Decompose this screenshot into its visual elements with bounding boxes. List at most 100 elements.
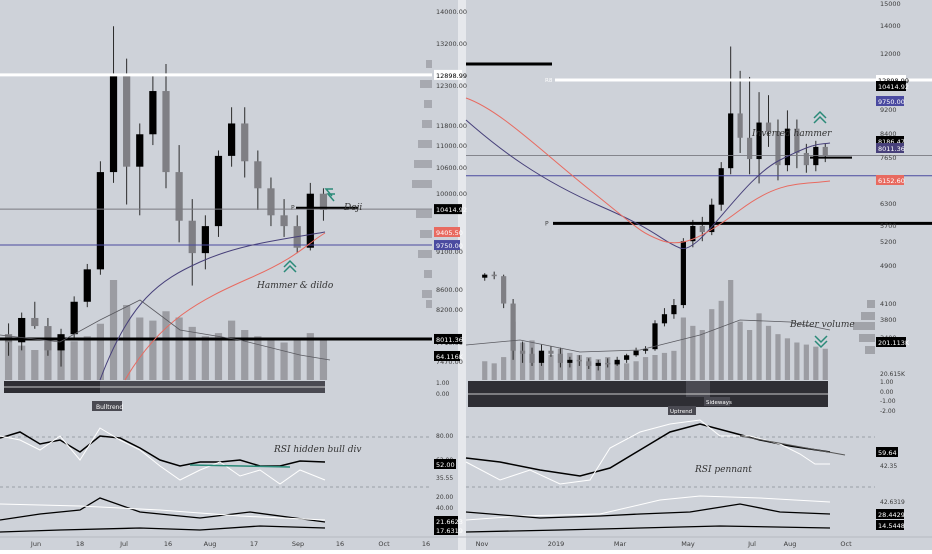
volume-bar bbox=[482, 361, 488, 380]
candle-body bbox=[280, 215, 288, 227]
candle-body bbox=[538, 350, 545, 363]
volume-profile-bar bbox=[416, 210, 432, 218]
candle-body bbox=[680, 241, 686, 306]
volume-bar bbox=[109, 280, 118, 380]
candle-body bbox=[491, 274, 497, 277]
volume-profile-bar bbox=[422, 120, 432, 128]
right-trend-label-sideways: Sideways bbox=[706, 400, 732, 406]
right-support-badge-bg bbox=[876, 96, 904, 106]
candle-body bbox=[136, 134, 144, 167]
left-volume-badge: 64.116K bbox=[436, 353, 464, 361]
left-price-tick: 8200.00 bbox=[436, 306, 463, 314]
candle-body bbox=[567, 359, 573, 363]
better-volume-arrow-icon bbox=[814, 335, 828, 349]
volume-bar bbox=[123, 305, 131, 380]
left-price-tick: 13200.00 bbox=[436, 40, 467, 48]
volume-bar bbox=[241, 330, 249, 380]
volume-profile-bar bbox=[424, 270, 432, 278]
left-x-tick: Aug bbox=[204, 540, 217, 548]
right-trend-label-bg bbox=[704, 397, 730, 406]
right-price-tick: 4900 bbox=[880, 262, 897, 270]
pivot-mark: P bbox=[291, 205, 295, 212]
right-trend-tick: 0.00 bbox=[880, 389, 894, 396]
left-price-tick: 7470.00 bbox=[436, 358, 463, 366]
candle-body bbox=[83, 269, 91, 302]
left-rsi-badge-bg bbox=[434, 459, 456, 469]
volume-bar bbox=[690, 325, 696, 380]
right-trend-label-uptrend: Uptrend bbox=[670, 409, 692, 415]
candle-body bbox=[718, 168, 724, 205]
candle-body bbox=[306, 193, 314, 248]
candle-body bbox=[175, 172, 183, 221]
candle-body bbox=[728, 113, 734, 169]
right-volume-profile-bar bbox=[861, 312, 875, 320]
volume-bar bbox=[775, 334, 781, 380]
candle-body bbox=[227, 123, 236, 156]
left-price-tick: 10600.00 bbox=[436, 164, 467, 172]
candle-body bbox=[519, 350, 526, 354]
right-ma-fast bbox=[465, 119, 831, 249]
better-volume-annotation: Better volume bbox=[789, 320, 855, 330]
right-trend-tick: 1.00 bbox=[880, 379, 894, 386]
volume-bar bbox=[149, 320, 157, 380]
right-last-badge-bg bbox=[876, 81, 906, 91]
volume-bar bbox=[671, 350, 677, 380]
volume-bar bbox=[784, 338, 791, 380]
right-pivot-badge: 8186.47 bbox=[878, 138, 905, 146]
left-x-tick: Jul bbox=[119, 540, 128, 548]
left-x-tick: 17 bbox=[250, 540, 258, 548]
hammer-arrow-icon bbox=[283, 259, 297, 273]
doji-annotation: Doji bbox=[343, 203, 362, 213]
volume-profile-bar bbox=[414, 160, 432, 168]
volume-bar bbox=[501, 357, 507, 380]
right-price-tick: 5200 bbox=[880, 238, 897, 246]
volume-bar bbox=[201, 336, 209, 380]
right-x-tick: 2019 bbox=[548, 540, 565, 548]
rsi-annotation-left: RSI hidden bull div bbox=[273, 445, 361, 455]
right-x-tick: Nov bbox=[476, 540, 489, 548]
candle-body bbox=[557, 353, 564, 363]
candle-body bbox=[319, 193, 328, 210]
volume-profile-bar bbox=[420, 230, 432, 238]
panel-divider bbox=[458, 0, 466, 550]
ma-slow-line bbox=[124, 232, 326, 381]
volume-bar bbox=[661, 352, 668, 380]
candle-body bbox=[162, 91, 170, 173]
right-rsi-tick: 42.35 bbox=[880, 463, 897, 470]
right-osc-badge-c: 14.5448 bbox=[878, 522, 905, 530]
inverted-hammer-annotation: Inverted hammer bbox=[751, 129, 832, 139]
volume-bar bbox=[188, 326, 196, 380]
volume-bar bbox=[728, 280, 734, 380]
volume-ma-line bbox=[0, 299, 331, 361]
left-osc-line-b bbox=[0, 503, 326, 521]
volume-bar bbox=[765, 325, 772, 380]
candle-body bbox=[482, 274, 488, 278]
right-volume-profile-bar bbox=[867, 300, 875, 308]
volume-bar bbox=[254, 336, 262, 380]
volume-bar bbox=[737, 321, 743, 380]
volume-bar bbox=[746, 330, 753, 380]
candle-body bbox=[201, 226, 209, 254]
right-ma-slow bbox=[465, 97, 831, 244]
candle-body bbox=[671, 305, 677, 315]
candle-body bbox=[746, 137, 753, 160]
candle-body bbox=[254, 161, 262, 189]
candle-body bbox=[96, 172, 105, 270]
left-rsi-badge: 52.00 bbox=[436, 461, 455, 469]
volume-bar bbox=[18, 345, 26, 380]
right-price-tick: 8400 bbox=[880, 130, 897, 138]
left-trend-label: Bulltrend bbox=[96, 404, 123, 411]
volume-bar bbox=[214, 333, 223, 380]
right-top-label: R8 bbox=[545, 78, 553, 84]
left-x-tick: 16 bbox=[336, 540, 344, 548]
right-ma-badge: 6152.60 bbox=[878, 177, 905, 185]
right-pivot2-badge-bg bbox=[876, 143, 904, 153]
left-ma-badge: 9405.50 bbox=[436, 229, 463, 237]
candle-body bbox=[633, 350, 639, 356]
volume-bar bbox=[175, 317, 183, 380]
right-osc-line-c bbox=[465, 525, 831, 533]
right-price-tick: 12000 bbox=[880, 50, 901, 58]
right-resistance-badge-bg bbox=[876, 74, 906, 85]
candle-body bbox=[605, 362, 611, 365]
volume-bar bbox=[756, 313, 762, 380]
